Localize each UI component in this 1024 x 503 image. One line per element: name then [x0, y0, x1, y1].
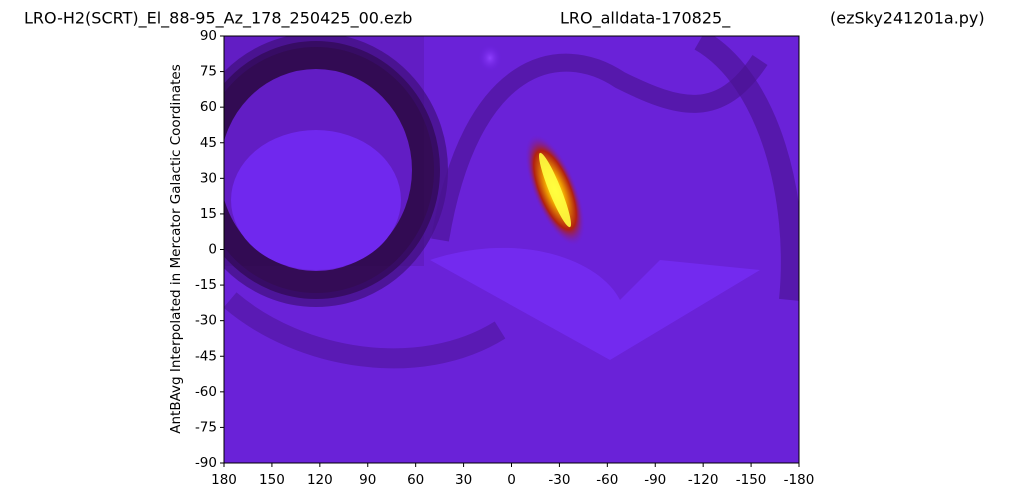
title-left: LRO-H2(SCRT)_El_88-95_Az_178_250425_00.e…	[24, 9, 412, 29]
x-tick-label: -30	[548, 472, 570, 488]
y-axis-label: AntBAvg Interpolated in Mercator Galacti…	[168, 64, 184, 434]
x-tick-label: 90	[359, 472, 376, 488]
x-tick-label: 0	[507, 472, 516, 488]
x-tick-label: 120	[307, 472, 333, 488]
y-tick-label: 30	[200, 170, 217, 186]
y-tick-label: -15	[195, 277, 217, 293]
y-tick-label: 60	[200, 99, 217, 115]
y-tick-label: 45	[200, 135, 217, 151]
x-tick-label: -90	[644, 472, 666, 488]
y-tick-label: 75	[200, 64, 217, 80]
y-tick-label: 15	[200, 206, 217, 222]
x-tick-label: 180	[211, 472, 237, 488]
x-tick-label: -120	[688, 472, 719, 488]
y-tick-label: -45	[195, 348, 217, 364]
contour-field	[224, 36, 799, 463]
y-tick-label: -90	[195, 455, 217, 471]
x-tick-label: 150	[259, 472, 285, 488]
title-center: LRO_alldata-170825_	[560, 9, 731, 29]
x-tick-label: 30	[455, 472, 472, 488]
x-tick-label: 60	[407, 472, 424, 488]
y-tick-label: 0	[208, 242, 217, 258]
title-right: (ezSky241201a.py)	[830, 9, 985, 28]
y-tick-label: -30	[195, 313, 217, 329]
x-tick-label: -180	[784, 472, 815, 488]
y-tick-label: 90	[200, 28, 217, 44]
y-tick-label: -75	[195, 419, 217, 435]
y-tick-label: -60	[195, 384, 217, 400]
x-tick-label: -60	[596, 472, 618, 488]
x-tick-label: -150	[736, 472, 767, 488]
